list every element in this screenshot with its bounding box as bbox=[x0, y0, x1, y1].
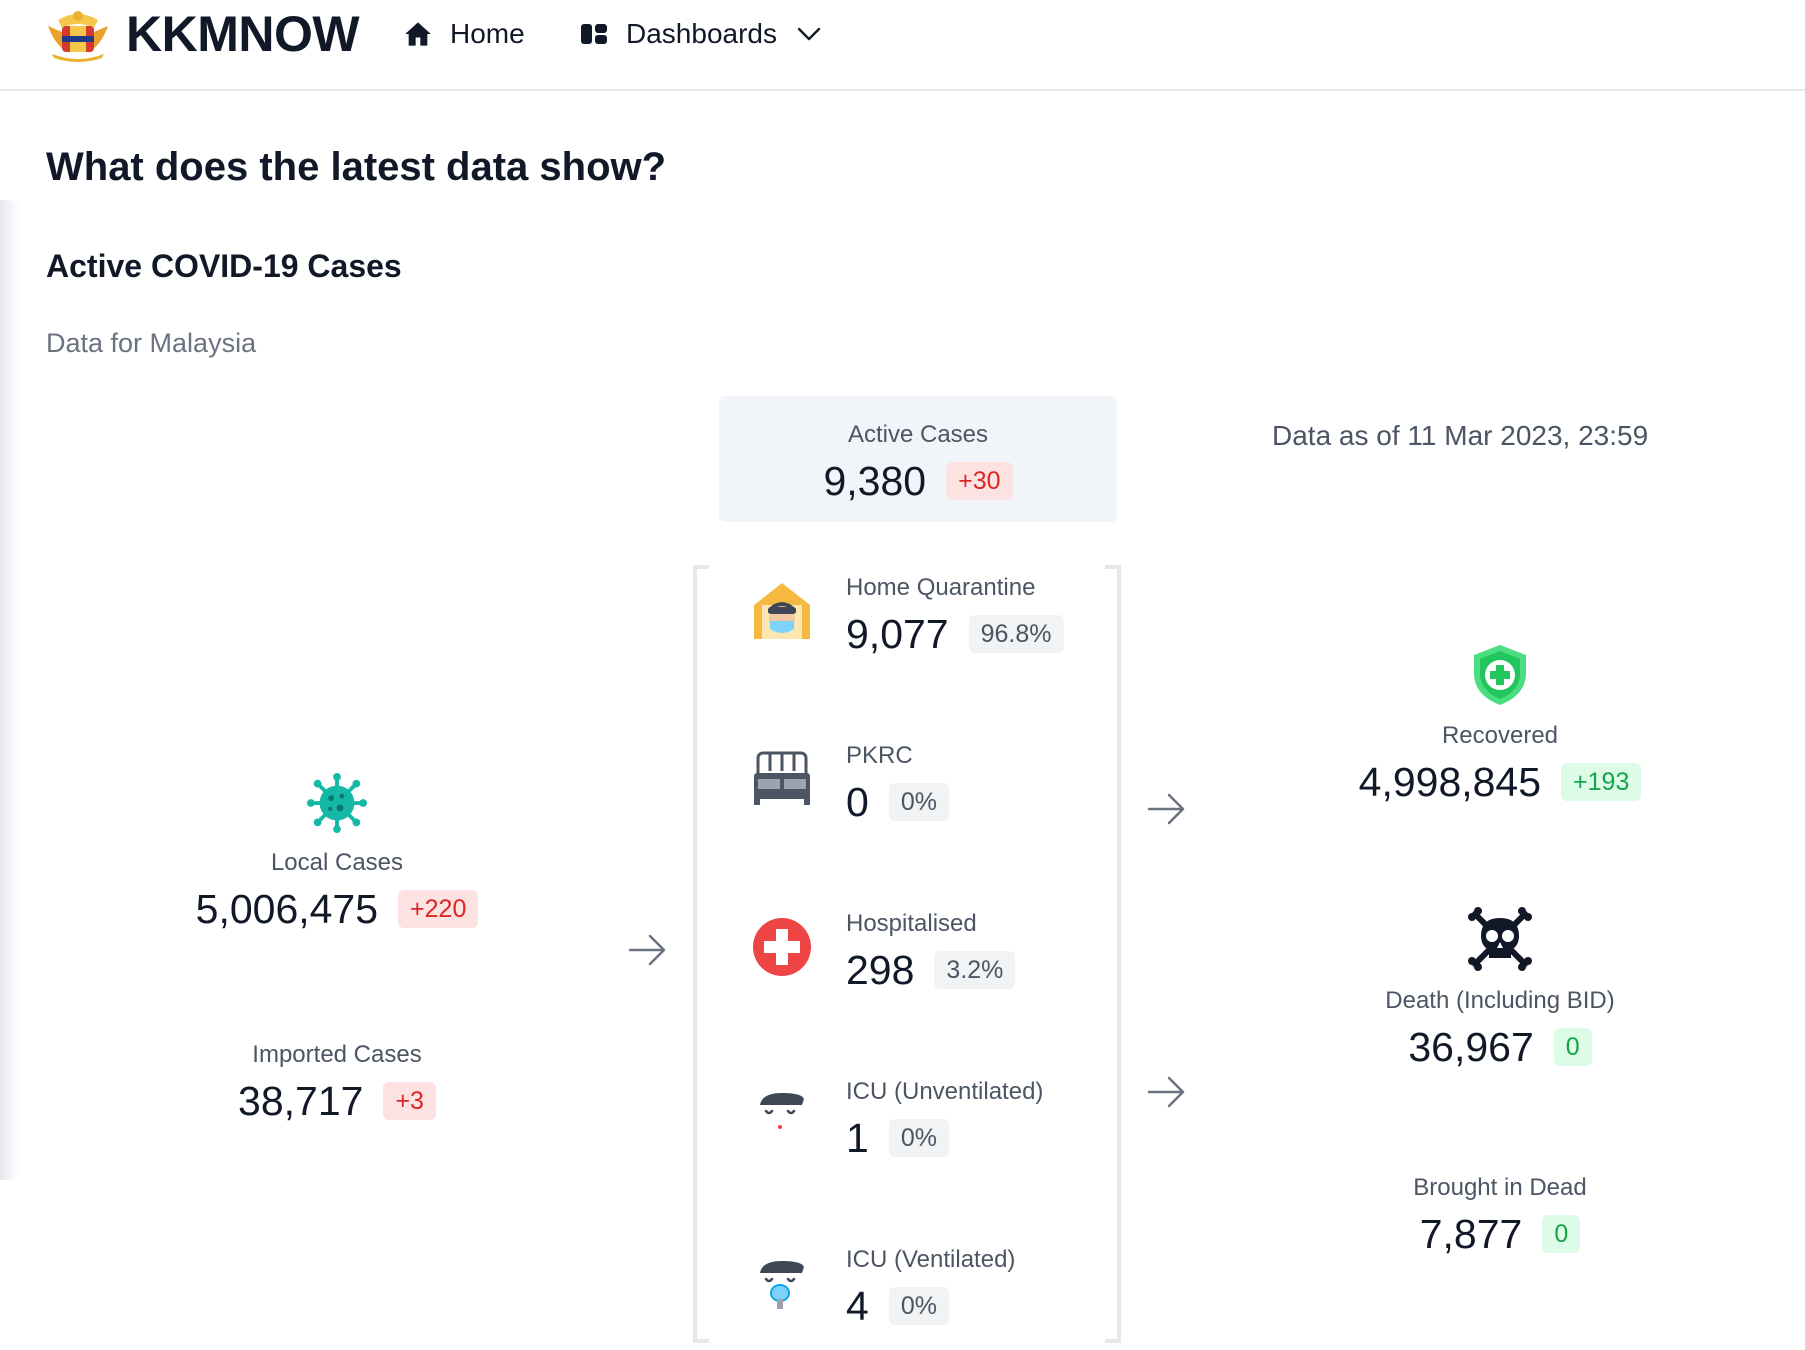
section-subtitle: Data for Malaysia bbox=[46, 328, 257, 358]
home-quarantine-label: Home Quarantine bbox=[846, 574, 1036, 601]
breakdown-bracket-left bbox=[693, 565, 709, 1343]
icu-unventilated-value: 1 bbox=[846, 1115, 869, 1161]
nav-dashboards-dropdown[interactable]: Dashboards bbox=[580, 14, 821, 54]
brought-in-dead-change-badge: 0 bbox=[1542, 1215, 1581, 1253]
active-cases-label: Active Cases bbox=[847, 421, 989, 448]
brought-in-dead-value: 7,877 bbox=[1419, 1211, 1523, 1257]
imported-cases-change-badge: +3 bbox=[383, 1082, 436, 1120]
brought-in-dead-stat: Brought in Dead 7,877 0 bbox=[1300, 1173, 1700, 1259]
recovered-change-badge: +193 bbox=[1561, 763, 1642, 801]
local-cases-label: Local Cases bbox=[270, 849, 404, 876]
brand-name[interactable]: KKMNOW bbox=[126, 6, 360, 62]
page-title: What does the latest data show? bbox=[46, 145, 667, 189]
section-title: Active COVID-19 Cases bbox=[46, 248, 402, 284]
house-mask-icon bbox=[754, 583, 810, 639]
virus-icon bbox=[306, 772, 368, 834]
icu-ventilated-pct-badge: 0% bbox=[888, 1287, 949, 1325]
imported-cases-label: Imported Cases bbox=[252, 1041, 422, 1068]
hospitalised-value: 298 bbox=[846, 947, 915, 993]
local-cases-change-badge: +220 bbox=[398, 890, 479, 928]
shield-plus-icon bbox=[1474, 645, 1526, 705]
recovered-value: 4,998,845 bbox=[1358, 759, 1542, 805]
death-change-badge: 0 bbox=[1553, 1028, 1592, 1066]
nav-home-label: Home bbox=[450, 18, 525, 49]
pkrc-pct-badge: 0% bbox=[888, 783, 949, 821]
page-edge-shadow bbox=[0, 200, 22, 1180]
top-navbar: KKMNOW Home Dashboards bbox=[0, 0, 1805, 91]
nav-home[interactable]: Home bbox=[404, 14, 525, 54]
arrow-right-icon bbox=[1147, 793, 1185, 825]
nav-dashboards-label: Dashboards bbox=[626, 18, 777, 49]
imported-cases-value: 38,717 bbox=[238, 1078, 364, 1124]
local-cases-value: 5,006,475 bbox=[195, 886, 379, 932]
active-cases-change-badge: +30 bbox=[946, 462, 1013, 500]
patient-icon bbox=[760, 1093, 804, 1129]
death-value: 36,967 bbox=[1408, 1024, 1534, 1070]
hospitalised-label: Hospitalised bbox=[846, 910, 977, 937]
chevron-down-icon bbox=[797, 27, 821, 41]
home-quarantine-pct-badge: 96.8% bbox=[968, 615, 1064, 653]
recovered-stat: Recovered 4,998,845 +193 bbox=[1300, 643, 1700, 807]
imported-cases-stat: Imported Cases 38,717 +3 bbox=[137, 1040, 537, 1126]
arrow-right-icon bbox=[1147, 1076, 1185, 1108]
malaysia-coat-of-arms-logo[interactable] bbox=[44, 6, 112, 62]
skull-crossbones-icon bbox=[1468, 907, 1532, 971]
hospitalised-pct-badge: 3.2% bbox=[934, 951, 1016, 989]
arrow-right-icon bbox=[628, 934, 666, 966]
home-icon bbox=[405, 22, 431, 46]
data-timestamp: Data as of 11 Mar 2023, 23:59 bbox=[1272, 420, 1649, 451]
death-stat: Death (Including BID) 36,967 0 bbox=[1300, 906, 1700, 1072]
recovered-label: Recovered bbox=[1441, 722, 1559, 749]
icu-ventilated-value: 4 bbox=[846, 1283, 869, 1329]
local-cases-stat: Local Cases 5,006,475 +220 bbox=[137, 772, 537, 934]
death-label: Death (Including BID) bbox=[1385, 987, 1615, 1014]
bed-icon bbox=[754, 751, 810, 805]
active-cases-card: Active Cases 9,380 +30 bbox=[719, 396, 1117, 522]
pkrc-value: 0 bbox=[846, 779, 869, 825]
active-cases-value: 9,380 bbox=[823, 458, 927, 504]
brought-in-dead-label: Brought in Dead bbox=[1413, 1174, 1587, 1201]
home-quarantine-value: 9,077 bbox=[846, 611, 949, 657]
medical-cross-icon bbox=[753, 918, 811, 976]
icu-unventilated-label: ICU (Unventilated) bbox=[846, 1078, 1044, 1105]
breakdown-bracket-right bbox=[1105, 565, 1121, 1343]
icu-unventilated-pct-badge: 0% bbox=[888, 1119, 949, 1157]
ventilator-patient-icon bbox=[760, 1261, 804, 1309]
icu-ventilated-label: ICU (Ventilated) bbox=[846, 1246, 1016, 1273]
pkrc-label: PKRC bbox=[846, 742, 913, 769]
dashboard-icon bbox=[581, 24, 607, 44]
